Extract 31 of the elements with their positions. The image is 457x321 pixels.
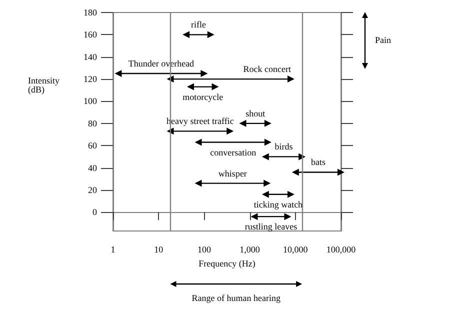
series-label: shout [246,108,266,118]
series-label: bats [310,157,326,168]
y-tick-label: 0 [92,207,98,218]
y-tick-label: 120 [84,74,98,84]
y-tick-label: 80 [88,118,98,128]
text: Range of human hearing [192,293,282,303]
x-tick-label: 10,000 [283,244,308,254]
y-tick-label: 160 [84,30,98,40]
y-tick-label: 180 [84,8,98,18]
series-label: motorcycle [182,92,224,102]
x-tick-label: 100 [197,244,212,254]
y-tick-label: 140 [84,52,98,62]
x-tick-label: 10 [154,244,164,254]
series-label: rifle [190,20,206,30]
series-label: conversation [210,147,257,158]
x-axis-title: Frequency (Hz) [198,258,256,268]
series-label: rustling leaves [244,222,298,232]
series-label: ticking watch [254,199,304,210]
text: Pain [375,35,392,45]
x-tick-label: 1 [110,244,116,254]
x-tick-label: 1,000 [240,244,260,254]
series-label: whisper [218,168,247,178]
y-tick-label: 100 [84,96,98,106]
y-axis-title: Intensity (dB) [28,76,62,94]
y-tick-label: 60 [88,140,98,151]
y-tick-label: 40 [88,162,98,173]
series-label: birds [274,142,294,152]
y-tick-label: 20 [88,184,98,195]
series-label: Rock concert [243,64,292,74]
series-label: Thunder overhead [128,58,195,69]
x-tick-label: 100,000 [326,244,356,254]
